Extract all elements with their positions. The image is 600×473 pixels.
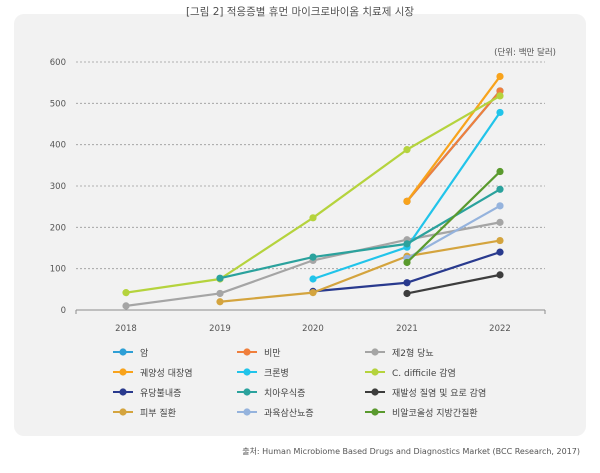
data-point [496,248,504,256]
data-point [403,279,411,287]
data-point [496,167,504,176]
data-point [403,240,411,248]
data-point [496,72,504,81]
x-tick-label: 2020 [302,324,324,334]
x-tick-label: 2022 [489,324,511,334]
data-point [309,289,317,297]
series-line [406,204,501,260]
data-point [496,202,504,210]
y-tick-label: 100 [50,265,66,275]
data-point [496,236,504,245]
series-line [406,75,501,202]
legend-marker [365,388,385,396]
legend-item: 제2형 당뇨 [364,345,532,359]
data-point [403,197,411,205]
series-line [219,239,501,303]
legend-marker [365,408,385,416]
source-note: 출처: Human Microbiome Based Drugs and Dia… [242,447,580,456]
legend-marker [113,388,133,396]
data-point [309,214,317,222]
legend-label: C. difficile 감염 [392,368,456,379]
x-tick-label: 2021 [396,324,418,334]
chart-title: [그림 2] 적응증별 휴먼 마이크로바이옴 치료제 시장 [185,6,415,18]
legend-item: 비알코올성 지방간질환 [364,405,532,419]
data-point [122,302,130,310]
legend-marker [237,408,257,416]
data-point [122,289,130,297]
x-tick-label: 2018 [115,324,137,334]
legend-label: 비만 [264,348,281,359]
y-tick-label: 0 [61,306,66,316]
legend-marker [237,388,257,396]
unit-label: (단위: 백만 달러) [494,48,556,58]
legend-item: 크론병 [236,365,364,379]
legend-label: 크론병 [264,368,289,379]
data-point [403,146,411,154]
legend-item: 비만 [236,345,364,359]
legend-item: C. difficile 감염 [364,365,532,379]
series-line [406,170,501,264]
legend-label: 유당불내증 [140,388,182,399]
legend-label: 재발성 질염 및 요로 감염 [392,388,487,399]
legend-label: 암 [140,348,149,359]
legend-label: 궤양성 대장염 [140,368,193,379]
data-point [216,274,224,282]
legend-item: 피부 질환 [112,405,236,419]
data-point [403,289,411,298]
data-point [496,108,504,117]
legend-marker [237,368,257,376]
data-point [403,258,411,267]
y-tick-label: 600 [50,58,66,68]
data-point [496,271,504,279]
data-point [309,253,317,261]
legend-marker [113,348,133,356]
legend-marker [237,348,257,356]
legend-label: 제2형 당뇨 [392,348,434,359]
legend-marker [113,408,133,416]
legend-label: 과육삼산뇨증 [264,408,314,419]
data-point [216,289,224,298]
legend-label: 치아우식증 [264,388,306,399]
x-tick-label: 2019 [209,324,231,334]
data-point [216,298,224,306]
legend-label: 비알코올성 지방간질환 [392,408,478,419]
y-tick-label: 400 [50,141,66,151]
data-point [496,185,504,193]
legend-item: 궤양성 대장염 [112,365,236,379]
y-tick-label: 500 [50,99,66,109]
legend-item: 과육삼산뇨증 [236,405,364,419]
data-point [496,218,504,226]
legend-item: 유당불내증 [112,385,236,399]
series-line [406,273,501,295]
data-point [496,92,504,100]
legend-item: 치아우식증 [236,385,364,399]
data-point [496,87,504,95]
y-tick-label: 200 [50,223,66,233]
legend-item: 암 [112,345,236,359]
legend-item: 재발성 질염 및 요로 감염 [364,385,532,399]
data-point [309,275,317,283]
legend-marker [365,368,385,376]
legend-label: 피부 질환 [140,408,176,419]
legend-marker [113,368,133,376]
y-tick-label: 300 [50,182,66,192]
legend-marker [365,348,385,356]
series-line [406,90,501,203]
